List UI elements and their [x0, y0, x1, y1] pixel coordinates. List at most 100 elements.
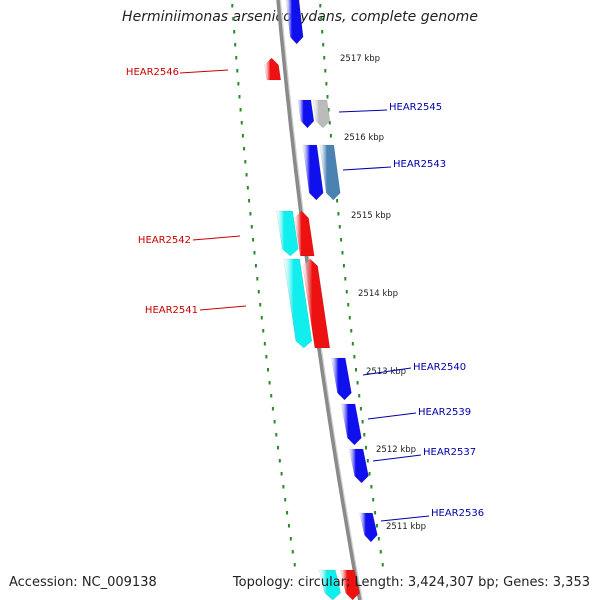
- ruler-dot: [241, 134, 244, 138]
- ruler-dot: [284, 498, 287, 502]
- ruler-dot: [246, 186, 249, 190]
- ruler-dot: [344, 277, 347, 281]
- gene-label-right: HEAR2540: [413, 362, 466, 373]
- ruler-dot: [368, 472, 371, 476]
- ruler-dot: [319, 4, 322, 8]
- gene-hear2545b: [312, 99, 331, 129]
- gene-hear2543a: [302, 144, 324, 201]
- kbp-label: 2515 kbp: [351, 211, 391, 221]
- ruler-dot: [236, 69, 239, 73]
- ruler-dot: [323, 56, 326, 60]
- ruler-dot: [234, 43, 237, 47]
- gene-hear2539: [340, 403, 362, 446]
- label-leader: [372, 454, 422, 462]
- gene-hear2537: [348, 448, 369, 484]
- gene-hear2541b: [302, 258, 331, 349]
- accession-text: Accession: NC_009138: [9, 575, 157, 590]
- gene-bottom-cyan: [318, 569, 341, 600]
- ruler-dot: [248, 199, 251, 203]
- ruler-dot: [354, 368, 357, 372]
- ruler-dot: [270, 394, 273, 398]
- ruler-dot: [250, 225, 253, 229]
- ruler-dot: [273, 420, 276, 424]
- kbp-label: 2511 kbp: [386, 522, 426, 532]
- ruler-dot: [289, 537, 292, 541]
- ruler-dot: [347, 303, 350, 307]
- ruler-dot: [239, 108, 242, 112]
- ruler-dot: [252, 238, 255, 242]
- gene-hear2541: [283, 258, 313, 349]
- ruler-dot: [286, 511, 289, 515]
- ruler-dot: [340, 238, 343, 242]
- gene-bottom-red: [339, 569, 360, 600]
- ruler-dot: [260, 316, 263, 320]
- topology-text: Topology: circular; Length: 3,424,307 bp…: [232, 575, 590, 590]
- ruler-dot: [256, 277, 259, 281]
- ruler-dot: [277, 446, 280, 450]
- ruler-dot: [293, 563, 296, 567]
- gene-label-right: HEAR2536: [431, 508, 484, 519]
- ruler-dot: [350, 329, 353, 333]
- kbp-label: 2516 kbp: [344, 133, 384, 143]
- ruler-dot: [259, 303, 262, 307]
- ruler-dot: [320, 17, 323, 21]
- ruler-dot: [375, 524, 378, 528]
- ruler-dot: [262, 329, 265, 333]
- ruler-dot: [374, 511, 377, 515]
- kbp-label: 2517 kbp: [340, 54, 380, 64]
- kbp-label: 2512 kbp: [376, 445, 416, 455]
- gene-hear2542: [276, 210, 299, 257]
- gene-hear2546: [264, 57, 282, 81]
- ruler-dot: [243, 147, 246, 151]
- ruler-dot: [253, 251, 256, 255]
- gene-hear2540: [330, 357, 352, 401]
- gene-hear2543: [319, 144, 341, 201]
- ruler-dot: [372, 498, 375, 502]
- gene-label-left: HEAR2541: [145, 305, 198, 316]
- ruler-dot: [366, 459, 369, 463]
- ruler-dot: [342, 264, 345, 268]
- ruler-dot: [377, 537, 380, 541]
- ruler-dot: [381, 563, 384, 567]
- gene-label-right: HEAR2543: [393, 159, 446, 170]
- ruler-dot: [351, 342, 354, 346]
- ruler-dot: [266, 368, 269, 372]
- ruler-dot: [265, 355, 268, 359]
- ruler-dot: [321, 30, 324, 34]
- ruler-dot: [240, 121, 243, 125]
- ruler-dot: [254, 264, 257, 268]
- ruler-dot: [326, 95, 329, 99]
- ruler-dot: [345, 290, 348, 294]
- ruler-dot: [329, 134, 332, 138]
- ruler-dot: [338, 225, 341, 229]
- ruler-dot: [327, 108, 330, 112]
- gene-label-left: HEAR2542: [138, 235, 191, 246]
- label-leader: [367, 412, 417, 420]
- ruler-dot: [363, 433, 366, 437]
- label-leader: [362, 367, 412, 376]
- ruler-dot: [235, 56, 238, 60]
- gene-top: [285, 0, 304, 45]
- ruler-dot: [365, 446, 368, 450]
- gene-hear2542b: [294, 210, 315, 257]
- ruler-dot: [232, 17, 235, 21]
- ruler-dot: [328, 121, 331, 125]
- ruler-dot: [268, 381, 271, 385]
- ruler-dot: [280, 472, 283, 476]
- label-leader: [192, 235, 241, 241]
- ruler-dot: [231, 4, 234, 8]
- ruler-dot: [348, 316, 351, 320]
- ruler-dot: [324, 69, 327, 73]
- label-leader: [380, 515, 430, 522]
- ruler-dot: [356, 381, 359, 385]
- ruler-dot: [275, 433, 278, 437]
- ruler-dot: [359, 407, 362, 411]
- ruler-dot: [287, 524, 290, 528]
- ruler-dot: [325, 82, 328, 86]
- ruler-dot: [358, 394, 361, 398]
- ruler-dot: [322, 43, 325, 47]
- gene-hear2536: [359, 512, 378, 543]
- ruler-dot: [336, 199, 339, 203]
- ruler-dot: [249, 212, 252, 216]
